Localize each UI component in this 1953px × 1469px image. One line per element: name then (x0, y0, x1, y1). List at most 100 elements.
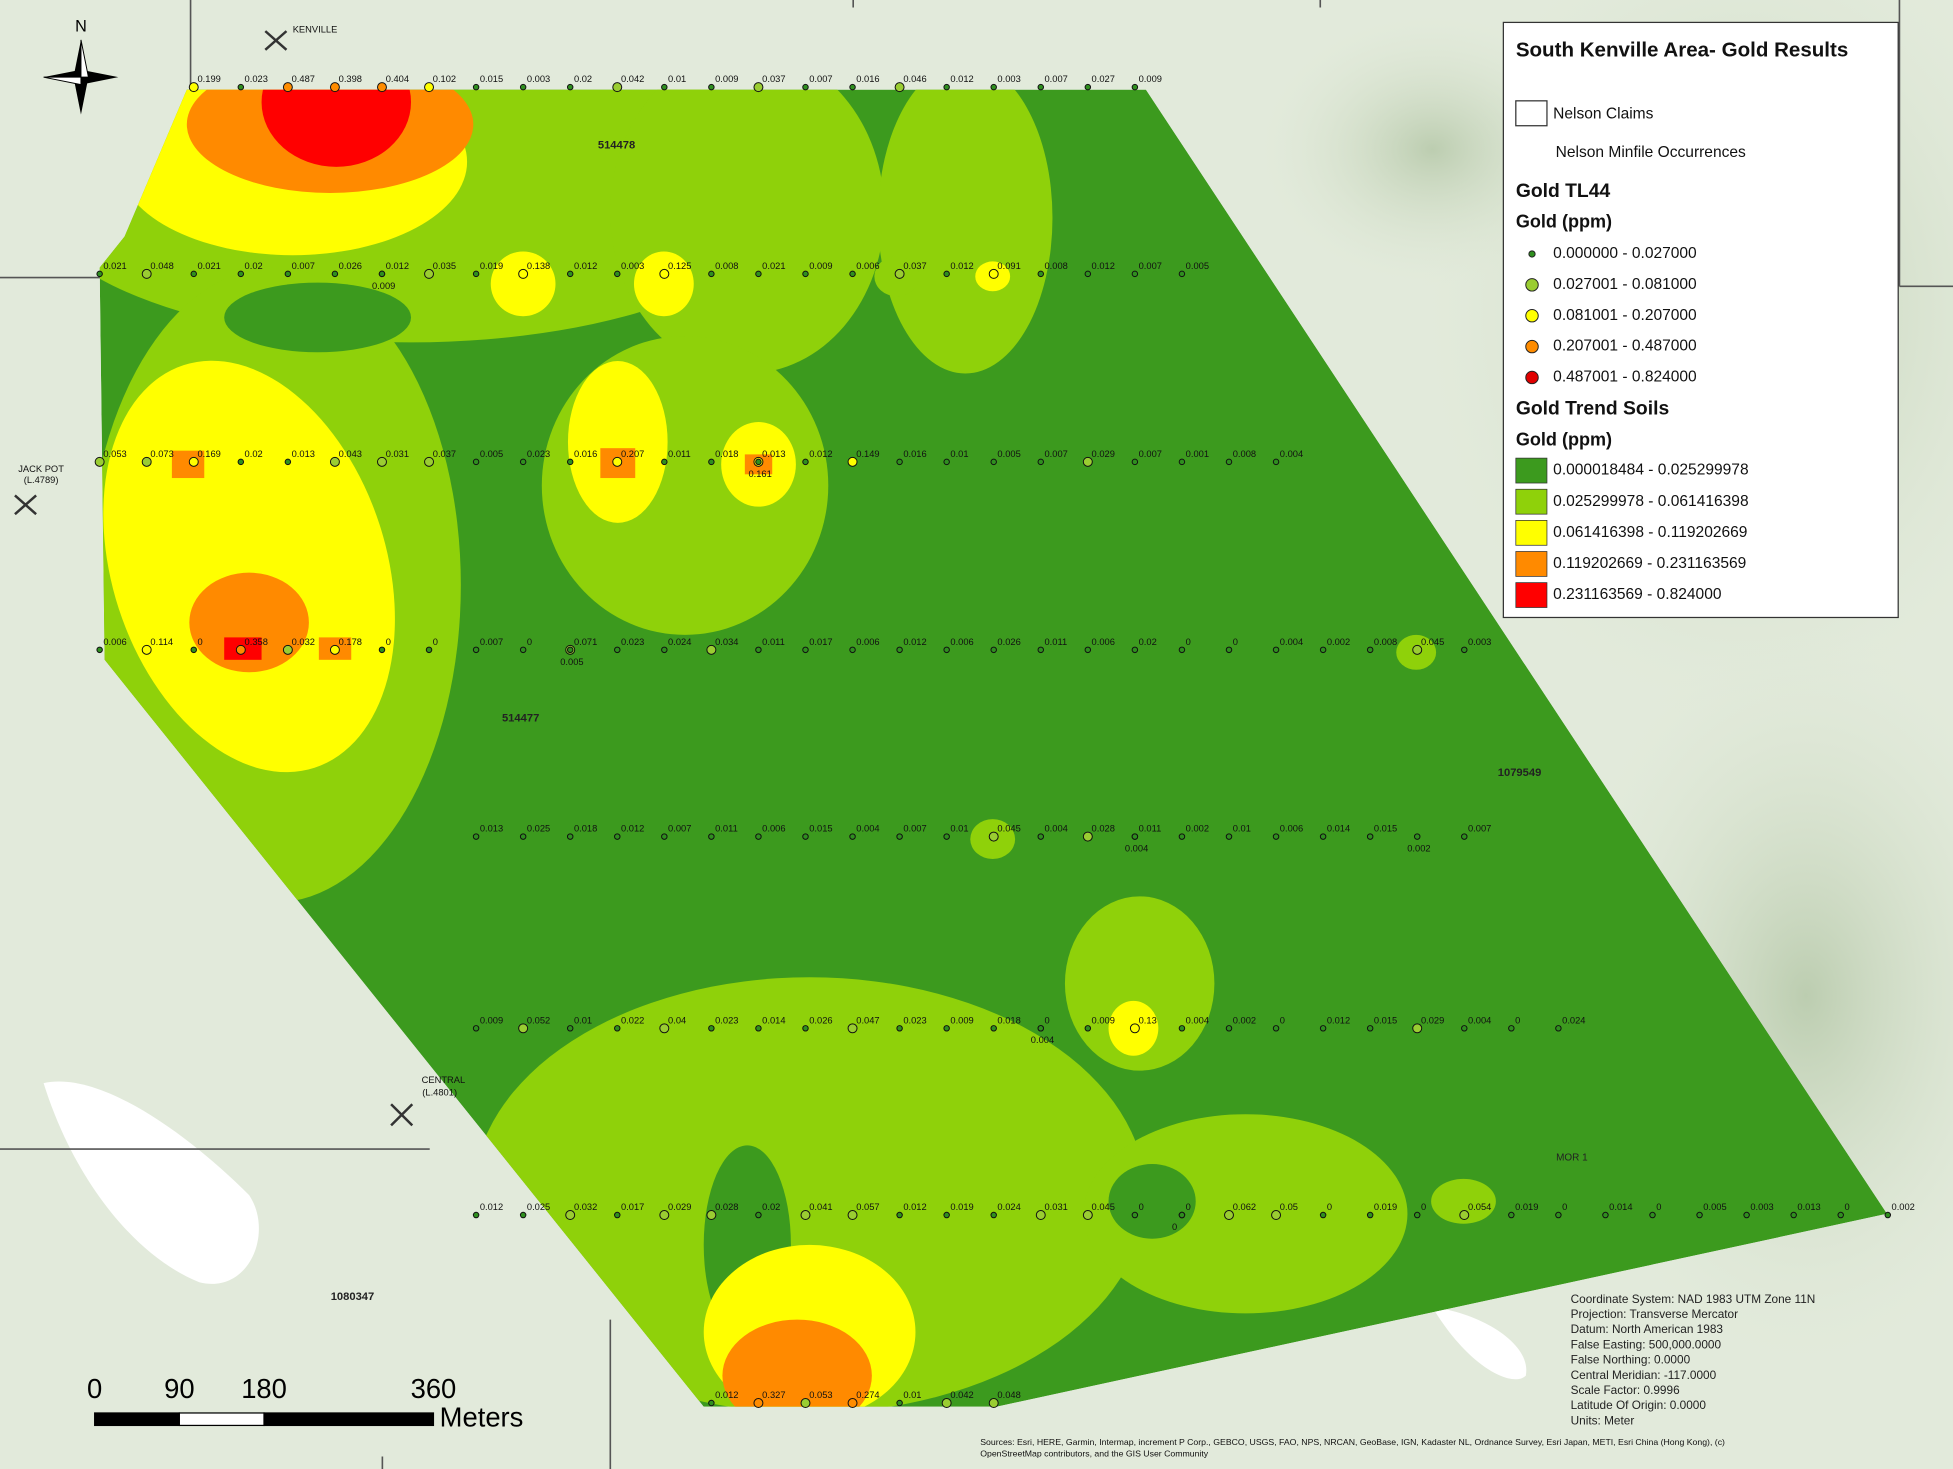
sample-point (141, 644, 152, 655)
sample-label: 0 (197, 637, 202, 647)
sample-label: 0.114 (150, 637, 173, 647)
sample-point (190, 270, 197, 278)
sample-label: 0.009 (950, 1015, 973, 1025)
sample-label: 0.009 (372, 281, 395, 291)
sample-label: 0.006 (856, 637, 879, 647)
sample-label: 0.012 (950, 74, 973, 84)
sample-label: 0.01 (668, 74, 686, 84)
sample-label: 0.007 (903, 824, 926, 834)
sample-point (566, 833, 574, 840)
sample-point (1037, 83, 1045, 91)
place-label: JACK POT (18, 464, 64, 474)
sample-point (1272, 833, 1280, 840)
sample-label: 0.01 (950, 824, 968, 834)
sample-point (518, 268, 529, 279)
sample-label: 0 (1172, 1222, 1177, 1232)
sample-point (1555, 1025, 1562, 1032)
sample-point (755, 646, 762, 654)
sample-label: 0.012 (903, 637, 926, 647)
sample-label: 0 (1327, 1202, 1332, 1212)
sample-label: 0.008 (1374, 637, 1397, 647)
sample-point (614, 833, 621, 840)
minfile-icons (14, 30, 414, 1127)
sample-point (96, 646, 103, 654)
sample-point (96, 270, 103, 278)
sample-label: 0.045 (1421, 637, 1444, 647)
sample-label: 0.274 (856, 1390, 879, 1400)
sample-label: 0.009 (480, 1015, 503, 1025)
sample-label: 0.012 (1092, 261, 1115, 271)
sample-label: 0.008 (715, 261, 738, 271)
sample-point (424, 82, 435, 93)
place-code: (L.4801) (422, 1088, 457, 1098)
sample-label: 0.005 (1186, 261, 1209, 271)
sample-point (331, 270, 339, 278)
sample-point (472, 458, 480, 466)
sample-label: 0.161 (748, 469, 771, 479)
sample-point (566, 270, 574, 278)
sample-label: 0.009 (1139, 74, 1162, 84)
sample-point (1131, 833, 1139, 840)
legend-units: Gold (ppm) (1516, 212, 1612, 232)
sample-point (1272, 646, 1280, 654)
sample-label: 0.017 (621, 1202, 644, 1212)
projection-line: Scale Factor: 0.9996 (1571, 1383, 1680, 1397)
sample-label: 0.014 (1327, 824, 1350, 834)
sample-point (141, 268, 152, 279)
scale-label: 360 (411, 1373, 457, 1404)
sample-point (424, 268, 435, 279)
sample-point (566, 83, 574, 91)
sample-label: 0.013 (762, 449, 785, 459)
legend-item: 0.025299978 - 0.061416398 (1553, 493, 1748, 510)
sample-label: 0.001 (1186, 449, 1209, 459)
claim-label: 1080347 (331, 1291, 375, 1303)
sample-label: 0 (433, 637, 438, 647)
sample-label: 0.032 (574, 1202, 597, 1212)
legend-item: 0.487001 - 0.824000 (1553, 369, 1697, 386)
sample-label: 0.005 (1703, 1202, 1726, 1212)
legend-swatch (1525, 308, 1539, 323)
sample-point (1508, 1211, 1515, 1219)
sample-label: 0.011 (668, 449, 691, 459)
sample-point (519, 83, 527, 91)
sample-label: 0.057 (856, 1202, 879, 1212)
sample-point (800, 1398, 811, 1408)
sample-label: 0.007 (292, 261, 315, 271)
sample-point (755, 270, 762, 278)
sample-label: 0.011 (1139, 824, 1162, 834)
scale-segment (94, 1412, 180, 1427)
sample-point (1319, 833, 1327, 840)
sample-point (565, 1210, 576, 1221)
sample-label: 0.029 (1092, 449, 1115, 459)
sample-label: 0.02 (1139, 637, 1157, 647)
scale-unit: Meters (440, 1401, 524, 1432)
sample-label: 0.05 (1280, 1202, 1298, 1212)
sample-label: 0.006 (103, 637, 126, 647)
sample-point (1037, 270, 1045, 278)
sample-label: 0.042 (621, 74, 644, 84)
sample-label: 0.018 (997, 1015, 1020, 1025)
sample-label: 0.053 (809, 1390, 832, 1400)
sample-point (376, 82, 387, 93)
sample-point (472, 270, 480, 278)
sample-point (849, 833, 856, 840)
sample-label: 0.007 (480, 637, 503, 647)
sample-label: 0.031 (386, 449, 409, 459)
sample-point (896, 833, 903, 840)
sample-points: 0.199 0.023 0.487 0.398 0.404 0.102 0.015 0.003… (94, 74, 1915, 1408)
legend-heading: Gold Trend Soils (1516, 399, 1669, 420)
sample-label: 0.404 (386, 74, 409, 84)
sample-label: 0.023 (245, 74, 268, 84)
sample-point (237, 270, 245, 278)
projection-line: False Northing: 0.0000 (1571, 1353, 1691, 1367)
sample-point (1225, 646, 1233, 654)
sample-point (708, 833, 715, 840)
sample-point (800, 1210, 811, 1221)
sample-point (802, 83, 809, 91)
sample-point (847, 1023, 858, 1034)
sample-label: 0.01 (574, 1015, 592, 1025)
sample-label: 0.004 (1280, 637, 1303, 647)
sample-label: 0.029 (1421, 1015, 1444, 1025)
sample-label: 0.007 (1468, 824, 1491, 834)
